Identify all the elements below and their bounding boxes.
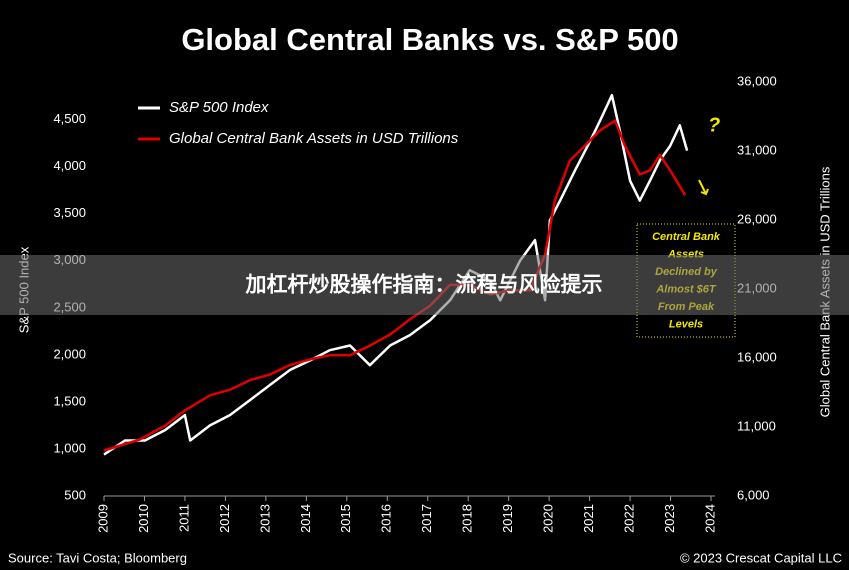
question-mark: ? <box>708 114 720 136</box>
y-tick-label: 4,000 <box>53 158 86 173</box>
chart-title: Global Central Banks vs. S&P 500 <box>181 22 678 57</box>
overlay-band <box>0 255 849 315</box>
y-tick-label: 1,500 <box>53 393 86 408</box>
y-tick-label: 2,000 <box>53 346 86 361</box>
x-tick-label: 2012 <box>217 504 232 533</box>
y-tick-label: 500 <box>64 487 86 502</box>
x-tick-label: 2024 <box>702 504 717 533</box>
x-tick-label: 2009 <box>95 504 110 533</box>
overlay-banner: 加杠杆炒股操作指南：流程与风险提示 <box>245 273 603 297</box>
x-tick-label: 2013 <box>257 504 272 533</box>
x-tick-label: 2020 <box>541 504 556 533</box>
x-tick-label: 2021 <box>581 504 596 533</box>
x-tick-label: 2017 <box>419 504 434 533</box>
legend-label: S&P 500 Index <box>169 99 269 116</box>
source: Source: Tavi Costa; Bloomberg <box>8 550 187 565</box>
down-arrow <box>698 179 709 196</box>
annotation-text: Central Bank <box>652 231 721 243</box>
x-tick-label: 2022 <box>622 504 637 533</box>
x-tick-label: 2010 <box>136 504 151 533</box>
x-tick-label: 2011 <box>176 504 191 532</box>
y2-tick-label: 26,000 <box>737 211 777 226</box>
copyright: © 2023 Crescat Capital LLC <box>680 550 842 565</box>
x-tick-label: 2018 <box>460 504 475 533</box>
y2-tick-label: 6,000 <box>737 487 770 502</box>
legend-label: Global Central Bank Assets in USD Trilli… <box>169 130 459 147</box>
y2-tick-label: 31,000 <box>737 142 777 157</box>
y-tick-label: 3,500 <box>53 205 86 220</box>
x-tick-label: 2019 <box>500 504 515 533</box>
y2-tick-label: 11,000 <box>737 418 776 433</box>
x-tick-label: 2015 <box>338 504 353 533</box>
annotation-text: Levels <box>669 318 703 330</box>
y2-tick-label: 36,000 <box>737 73 777 88</box>
x-tick-label: 2016 <box>379 504 394 533</box>
y-tick-label: 1,000 <box>53 440 86 455</box>
y-tick-label: 4,500 <box>53 111 86 126</box>
annotation-box <box>636 223 736 338</box>
x-tick-label: 2014 <box>298 504 313 533</box>
x-tick-label: 2023 <box>662 504 677 533</box>
y2-tick-label: 16,000 <box>737 349 777 364</box>
